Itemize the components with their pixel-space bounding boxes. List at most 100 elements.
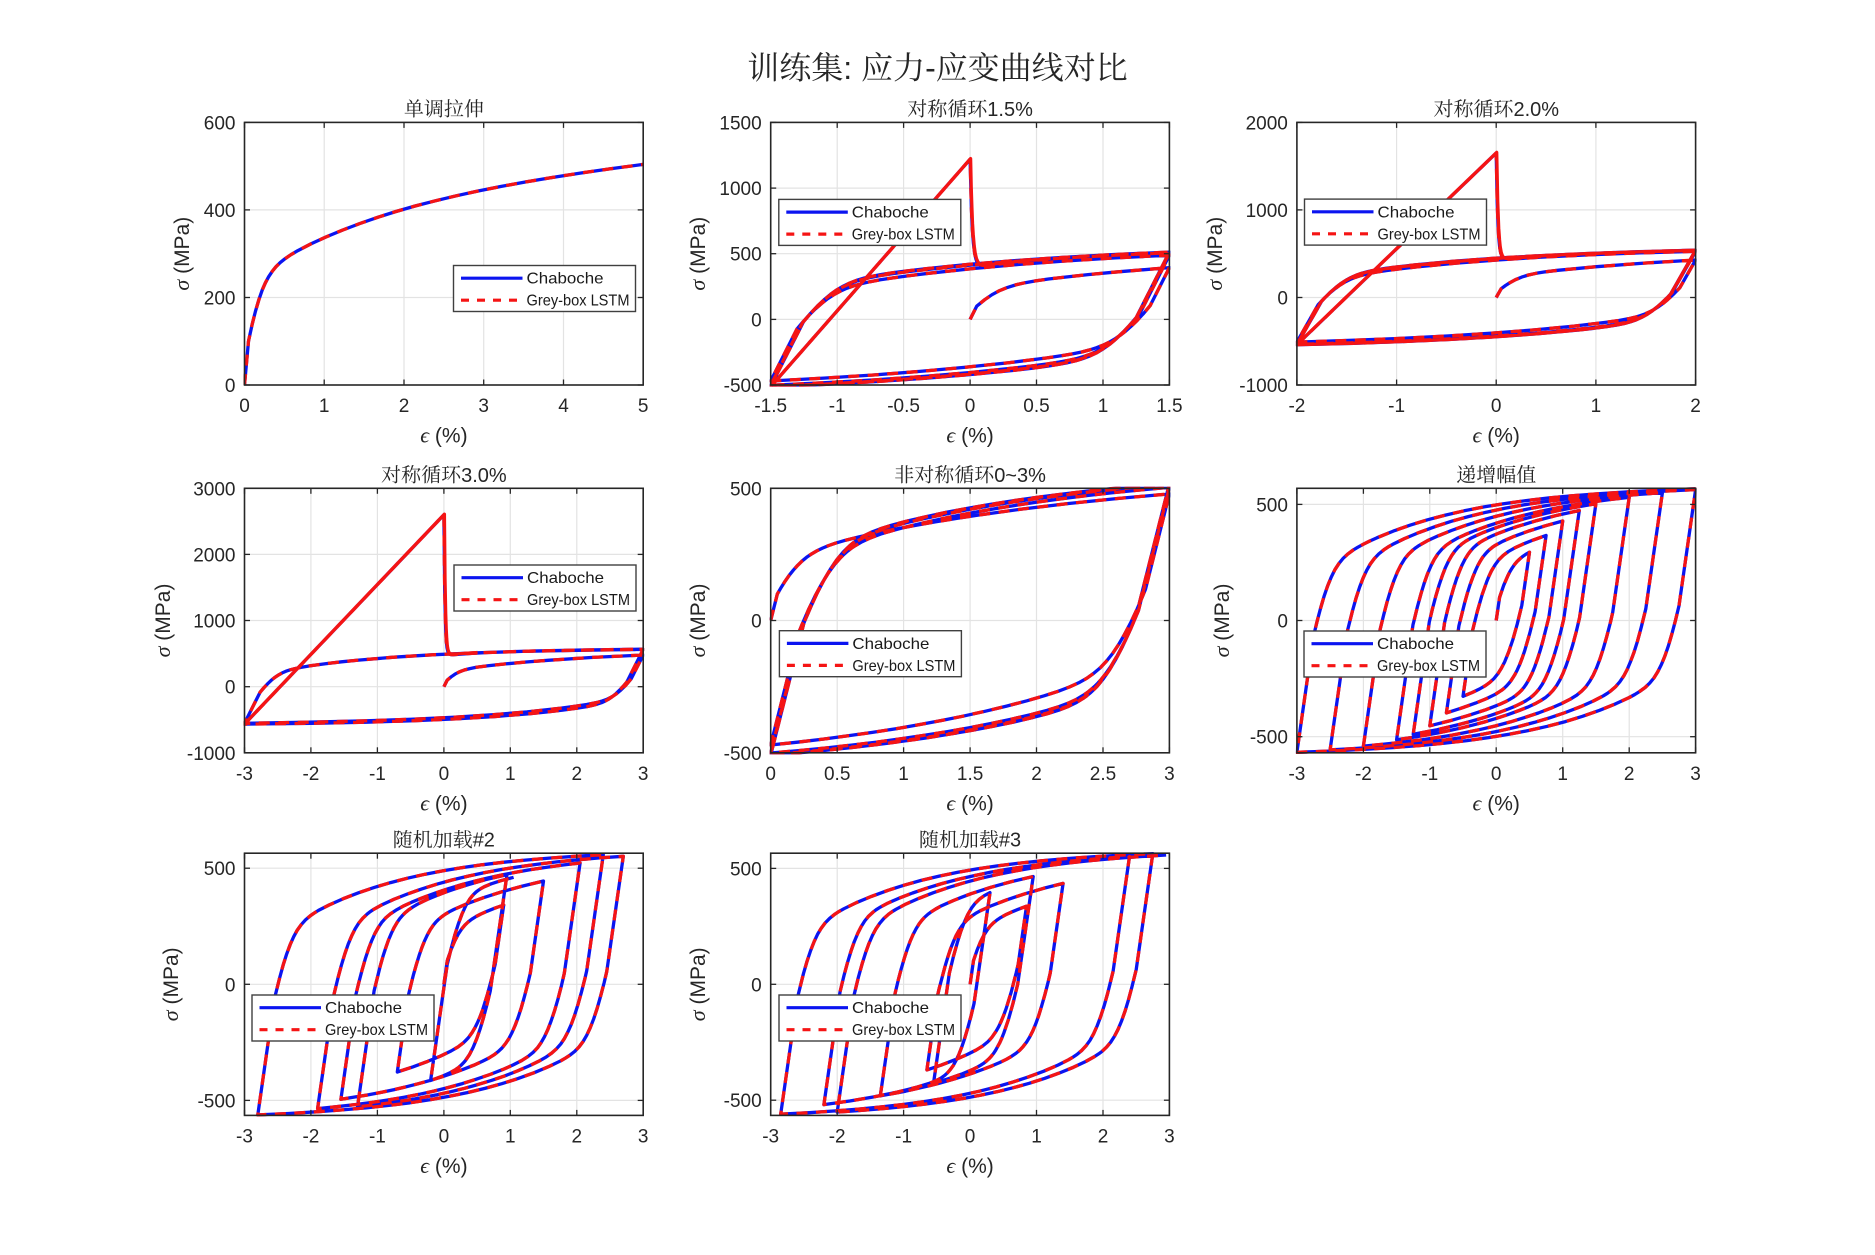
- svg-text:0: 0: [751, 310, 762, 331]
- svg-text:-3: -3: [1288, 764, 1305, 785]
- svg-text:3: 3: [1164, 764, 1175, 785]
- svg-text:0: 0: [765, 764, 776, 785]
- svg-text:1: 1: [1557, 764, 1568, 785]
- svg-text:2: 2: [572, 1126, 583, 1147]
- svg-text:#3: #3: [999, 830, 1021, 852]
- svg-text:2: 2: [1624, 764, 1635, 785]
- svg-text:2: 2: [1031, 764, 1042, 785]
- svg-text:Grey-box LSTM: Grey-box LSTM: [852, 227, 955, 244]
- svg-text:3: 3: [478, 396, 489, 417]
- svg-text:-1000: -1000: [1239, 376, 1288, 397]
- svg-text:0: 0: [439, 1126, 450, 1147]
- svg-text:Grey-box LSTM: Grey-box LSTM: [527, 592, 630, 609]
- svg-text:2: 2: [399, 396, 410, 417]
- svg-text:0: 0: [965, 1126, 976, 1147]
- svg-text:-1: -1: [895, 1126, 912, 1147]
- svg-text:500: 500: [730, 245, 762, 266]
- svg-text:Chaboche: Chaboche: [852, 636, 929, 653]
- svg-text:-1000: -1000: [187, 744, 236, 765]
- svg-text:#2: #2: [473, 830, 495, 852]
- svg-text:Chaboche: Chaboche: [1378, 204, 1455, 221]
- svg-text:-0.5: -0.5: [887, 396, 920, 417]
- svg-text:Chaboche: Chaboche: [527, 570, 604, 587]
- svg-text:-2: -2: [1288, 396, 1305, 417]
- svg-text:σ (MPa): σ (MPa): [685, 947, 710, 1021]
- svg-text:3: 3: [1164, 1126, 1175, 1147]
- svg-text:0: 0: [225, 678, 236, 699]
- svg-text:0: 0: [1277, 289, 1288, 310]
- svg-text:-1.5: -1.5: [754, 396, 787, 417]
- svg-text:ϵ (%): ϵ (%): [420, 1153, 467, 1178]
- svg-text:2: 2: [572, 764, 583, 785]
- svg-text:σ (MPa): σ (MPa): [150, 584, 175, 658]
- svg-text:Grey-box LSTM: Grey-box LSTM: [527, 293, 630, 310]
- svg-text:0: 0: [965, 396, 976, 417]
- svg-text:3.0%: 3.0%: [461, 465, 507, 487]
- svg-text:Chaboche: Chaboche: [852, 205, 929, 222]
- svg-text:-2: -2: [302, 1126, 319, 1147]
- svg-text:0: 0: [1491, 764, 1502, 785]
- svg-text:500: 500: [730, 859, 762, 880]
- svg-text::: :: [843, 50, 852, 86]
- svg-text:-1: -1: [829, 396, 846, 417]
- svg-text:-3: -3: [762, 1126, 779, 1147]
- svg-text:2000: 2000: [1246, 113, 1288, 134]
- svg-text:2.0%: 2.0%: [1514, 99, 1560, 121]
- svg-text:0: 0: [239, 396, 250, 417]
- svg-text:Chaboche: Chaboche: [852, 1000, 929, 1017]
- svg-text:1: 1: [1098, 396, 1109, 417]
- svg-text:Grey-box LSTM: Grey-box LSTM: [852, 658, 955, 675]
- svg-text:ϵ (%): ϵ (%): [946, 1153, 993, 1178]
- svg-text:1: 1: [1591, 396, 1602, 417]
- svg-text:2: 2: [1098, 1126, 1109, 1147]
- svg-text:ϵ (%): ϵ (%): [420, 423, 467, 448]
- svg-text:1000: 1000: [1246, 201, 1288, 222]
- svg-text:Grey-box LSTM: Grey-box LSTM: [325, 1022, 428, 1039]
- svg-text:σ (MPa): σ (MPa): [169, 217, 194, 291]
- svg-text:σ (MPa): σ (MPa): [685, 584, 710, 658]
- svg-text:-500: -500: [197, 1091, 235, 1112]
- svg-text:1: 1: [898, 764, 909, 785]
- svg-text:ϵ (%): ϵ (%): [1473, 790, 1520, 815]
- svg-text:-500: -500: [724, 1091, 762, 1112]
- svg-text:1000: 1000: [719, 179, 761, 200]
- svg-text:Chaboche: Chaboche: [527, 271, 604, 288]
- svg-text:-1: -1: [1421, 764, 1438, 785]
- svg-text:1000: 1000: [193, 612, 235, 633]
- svg-text:0: 0: [751, 612, 762, 633]
- svg-text:1: 1: [1031, 1126, 1042, 1147]
- svg-text:3: 3: [638, 1126, 649, 1147]
- svg-text:Chaboche: Chaboche: [325, 1000, 402, 1017]
- svg-text:-3: -3: [236, 1126, 253, 1147]
- svg-text:1.5%: 1.5%: [987, 99, 1033, 121]
- svg-text:-: -: [925, 50, 936, 86]
- svg-text:400: 400: [204, 201, 236, 222]
- svg-text:ϵ (%): ϵ (%): [946, 423, 993, 448]
- svg-text:-500: -500: [724, 376, 762, 397]
- svg-text:σ (MPa): σ (MPa): [158, 947, 183, 1021]
- svg-text:2000: 2000: [193, 545, 235, 566]
- svg-text:-1: -1: [1388, 396, 1405, 417]
- svg-text:1500: 1500: [719, 113, 761, 134]
- svg-text:ϵ (%): ϵ (%): [946, 790, 993, 815]
- svg-text:5: 5: [638, 396, 649, 417]
- svg-text:500: 500: [1256, 495, 1288, 516]
- svg-text:3000: 3000: [193, 479, 235, 500]
- svg-text:-2: -2: [302, 764, 319, 785]
- svg-text:1: 1: [319, 396, 330, 417]
- svg-text:-500: -500: [724, 744, 762, 765]
- svg-text:2.5: 2.5: [1090, 764, 1116, 785]
- svg-text:-2: -2: [1355, 764, 1372, 785]
- svg-text:0: 0: [751, 975, 762, 996]
- svg-text:2: 2: [1690, 396, 1701, 417]
- svg-text:-1: -1: [369, 764, 386, 785]
- svg-text:σ (MPa): σ (MPa): [1209, 584, 1234, 658]
- svg-text:Grey-box LSTM: Grey-box LSTM: [1377, 658, 1480, 675]
- svg-text:4: 4: [558, 396, 569, 417]
- svg-text:200: 200: [204, 289, 236, 310]
- svg-text:0.5: 0.5: [1023, 396, 1049, 417]
- svg-text:σ (MPa): σ (MPa): [685, 217, 710, 291]
- svg-text:0.5: 0.5: [824, 764, 850, 785]
- svg-text:ϵ (%): ϵ (%): [1473, 423, 1520, 448]
- svg-text:1.5: 1.5: [957, 764, 983, 785]
